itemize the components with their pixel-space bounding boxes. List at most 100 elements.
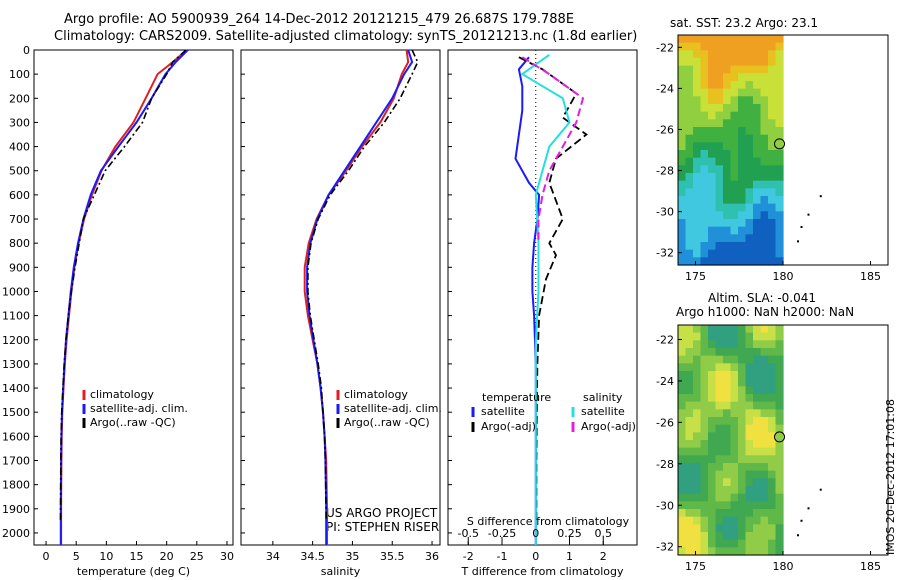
heatmap-cell [693,409,702,418]
heatmap-cell [753,325,762,334]
heatmap-cell [693,211,702,220]
heatmap-cell [760,104,769,113]
y-tick-label: -28 [656,165,674,178]
heatmap-cell [700,226,709,235]
heatmap-cell [723,196,732,205]
heatmap-cell [715,196,724,205]
heatmap-cell [708,257,717,266]
heatmap-cell [693,501,702,510]
heatmap-cell [760,463,769,472]
heatmap-cell [693,386,702,395]
heatmap-cell [715,111,724,120]
heatmap-cell [715,249,724,258]
heatmap-cell [693,470,702,479]
heatmap-cell [678,196,687,205]
heatmap-cell [730,58,739,67]
heatmap-cell [730,371,739,380]
x2-tick-label: -0.5 [458,527,479,540]
heatmap-cell [760,501,769,510]
heatmap-cell [708,150,717,159]
heatmap-cell [730,35,739,44]
y-tick-label: 100 [9,68,30,81]
heatmap-cell [723,150,732,159]
heatmap-cell [768,417,777,426]
heatmap-cell [768,173,777,182]
heatmap-cell [730,417,739,426]
heatmap-cell [723,348,732,357]
x-tick-label: 185 [860,560,881,573]
heatmap-cell [730,325,739,334]
x-tick-label: 30 [220,550,234,563]
heatmap-cell [678,340,687,349]
heatmap-cell [753,42,762,51]
heatmap-cell [708,104,717,113]
legend-label: satellite [581,405,625,418]
heatmap-cell [775,417,784,426]
heatmap-cell [685,486,694,495]
heatmap-cell [678,119,687,128]
heatmap-cell [753,242,762,251]
heatmap-cell [678,325,687,334]
heatmap-cell [685,42,694,51]
heatmap-cell [738,165,747,174]
heatmap-cell [723,432,732,441]
heatmap-cell [708,180,717,189]
heatmap-cell [745,532,754,541]
heatmap-cell [693,463,702,472]
heatmap-cell [760,173,769,182]
heatmap-cell [738,58,747,67]
heatmap-cell [768,432,777,441]
heatmap-cell [730,50,739,59]
heatmap-cell [708,340,717,349]
heatmap-cell [708,50,717,59]
heatmap-cell [760,196,769,205]
heatmap-cell [708,424,717,433]
heatmap-cell [708,478,717,487]
series-argo [307,49,419,521]
heatmap-cell [730,257,739,266]
heatmap-cell [738,524,747,533]
heatmap-cell [745,150,754,159]
heatmap-cell [730,470,739,479]
heatmap-cell [768,340,777,349]
heatmap-cell [700,432,709,441]
heatmap-cell [715,455,724,464]
heatmap-cell [678,58,687,67]
heatmap-cell [760,440,769,449]
heatmap-cell [723,188,732,197]
heatmap-cell [775,348,784,357]
heatmap-cell [715,325,724,334]
heatmap-cell [693,424,702,433]
heatmap-cell [768,188,777,197]
heatmap-cell [738,42,747,51]
heatmap-cell [730,180,739,189]
heatmap-cell [738,486,747,495]
heatmap-cell [745,73,754,82]
legend-label: Argo(..raw -QC) [344,416,430,429]
x2-tick-label: 0 [532,527,539,540]
heatmap-cell [685,234,694,243]
heatmap-cell [730,378,739,387]
heatmap-cell [693,35,702,44]
heatmap-cell [715,432,724,441]
heatmap-cell [745,226,754,235]
heatmap-cell [753,386,762,395]
heatmap-cell [738,355,747,364]
heatmap-cell [700,486,709,495]
heatmap-cell [745,432,754,441]
heatmap-cell [700,348,709,357]
heatmap-cell [693,226,702,235]
heatmap-cell [753,532,762,541]
heatmap-cell [700,363,709,372]
heatmap-cell [738,35,747,44]
heatmap-cell [708,81,717,90]
heatmap-cell [768,371,777,380]
heatmap-cell [723,493,732,502]
heatmap-cell [678,394,687,403]
heatmap-cell [760,65,769,74]
heatmap-cell [685,325,694,334]
heatmap-cell [708,539,717,548]
heatmap-cell [700,65,709,74]
map2-subtitle: Argo h1000: NaN h2000: NaN [676,305,855,319]
island-dot [797,534,799,537]
